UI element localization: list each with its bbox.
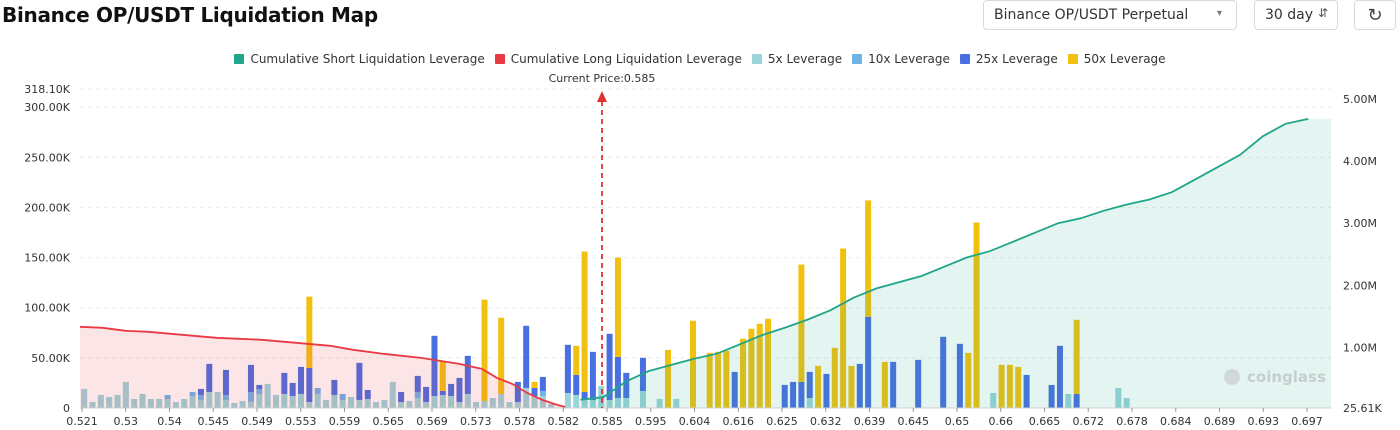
y-left-tick: 100.00K [24,302,70,315]
x-tick-label: 0.672 [1073,415,1105,428]
x-tick-label: 0.678 [1116,415,1148,428]
x-tick-label: 0.697 [1291,415,1323,428]
x-tick-label: 0.53 [114,415,139,428]
y-left-tick: 50.00K [31,352,70,365]
y-left-tick: 318.10K [24,83,70,96]
bar-5x [565,393,571,408]
x-tick-label: 0.665 [1029,415,1061,428]
x-tick-label: 0.573 [460,415,492,428]
bar-25x [573,375,579,395]
x-tick-label: 0.549 [241,415,273,428]
x-tick-label: 0.625 [766,415,798,428]
x-tick-label: 0.66 [989,415,1014,428]
liquidation-chart: 0 50.00K 100.00K 150.00K 200.00K 250.00K 300.0… [0,0,1400,430]
bar-50x [582,252,588,392]
x-tick-label: 0.553 [285,415,317,428]
y-right-tick: 3.00M [1343,217,1377,230]
x-tick-label: 0.684 [1160,415,1192,428]
x-tick-label: 0.689 [1204,415,1236,428]
bar-50x [573,346,579,375]
x-tick-label: 0.639 [854,415,886,428]
x-tick-label: 0.65 [945,415,970,428]
bar-10x [540,391,546,396]
bar-25x [590,352,596,400]
bar-25x [565,345,571,393]
x-tick-label: 0.585 [591,415,623,428]
bar-50x [532,382,538,388]
x-tick-label: 0.565 [373,415,405,428]
y-left-tick: 200.00K [24,201,70,214]
y-right-tick: 5.00M [1343,93,1377,106]
x-tick-label: 0.569 [416,415,448,428]
x-tick-label: 0.578 [504,415,536,428]
current-price-arrow [597,91,607,102]
y-left-tick: 0 [63,402,70,415]
bar-25x [607,334,613,400]
y-left-tick: 250.00K [24,151,70,164]
y-right-tick: 4.00M [1343,155,1377,168]
x-tick-label: 0.559 [329,415,361,428]
y-left-tick: 150.00K [24,252,70,265]
long-cum-area [80,327,565,408]
watermark-logo: coinglass [1247,368,1326,386]
x-tick-label: 0.645 [898,415,930,428]
y-left-tick: 300.00K [24,101,70,114]
y-right-tick: 1.00M [1343,341,1377,354]
y-right-tick: 25.61K [1343,402,1382,415]
short-cum-area [580,119,1331,408]
bar-25x [540,377,546,391]
watermark-logo-icon [1224,369,1240,385]
x-tick-label: 0.632 [810,415,842,428]
x-tick-label: 0.616 [723,415,755,428]
x-tick-label: 0.595 [635,415,667,428]
x-tick-label: 0.545 [198,415,230,428]
bar-25x [523,326,529,388]
x-tick-label: 0.582 [548,415,580,428]
bar-5x [573,395,579,408]
x-tick-label: 0.693 [1248,415,1280,428]
current-price-label: Current Price:0.585 [549,72,656,85]
bar-50x [615,258,621,357]
x-tick-label: 0.54 [157,415,182,428]
x-tick-label: 0.604 [679,415,711,428]
x-tick-label: 0.521 [66,415,98,428]
y-right-tick: 2.00M [1343,279,1377,292]
